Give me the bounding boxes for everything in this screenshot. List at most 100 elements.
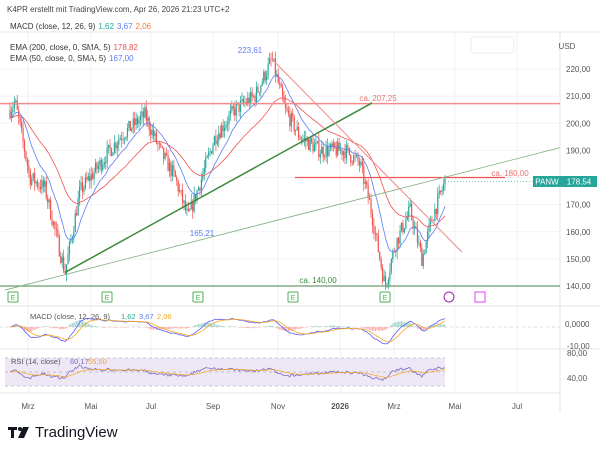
legend-value: 178,82 <box>113 43 138 52</box>
candle <box>274 58 276 76</box>
candle <box>241 98 243 101</box>
candle <box>141 111 143 117</box>
macd-histogram-bar <box>95 325 97 327</box>
candle <box>183 200 185 203</box>
candle <box>196 190 198 201</box>
earnings-icon-glyph: E <box>196 295 201 302</box>
trend-line <box>4 147 561 291</box>
macd-histogram-bar <box>267 326 269 327</box>
candle <box>138 120 140 125</box>
candle <box>367 184 369 199</box>
candle <box>406 216 408 220</box>
candle <box>344 151 346 159</box>
candle <box>408 206 410 217</box>
time-tick: Mai <box>85 402 98 411</box>
macd-histogram-bar <box>286 327 288 332</box>
candle <box>341 149 343 156</box>
candle <box>215 136 217 144</box>
candle <box>210 151 213 154</box>
macd-histogram-bar <box>215 324 217 327</box>
earnings-icon <box>7 291 19 303</box>
macd-histogram-bar <box>222 326 224 327</box>
candle <box>440 190 442 192</box>
candle <box>387 279 390 284</box>
macd-histogram-bar <box>296 327 298 329</box>
macd-histogram-bar <box>299 327 301 329</box>
price-tick: 220,00 <box>566 65 591 74</box>
candle <box>134 118 136 126</box>
candle <box>268 58 271 64</box>
macd-histogram-bar <box>32 327 34 331</box>
ema50-legend[interactable]: EMA (50, close, 0, SMA, 5) 167,00 <box>10 54 134 63</box>
macd-histogram-bar <box>314 326 315 327</box>
macd-histogram-bar <box>174 327 176 329</box>
candle <box>42 180 44 187</box>
candle <box>360 161 362 165</box>
candle <box>71 237 73 240</box>
macd-histogram-bar <box>253 327 255 328</box>
candle <box>116 144 118 149</box>
candle <box>334 142 336 148</box>
macd-histogram-bar <box>402 321 404 327</box>
candle <box>332 142 334 148</box>
currency-box[interactable] <box>470 36 515 54</box>
macd-histogram-bar <box>124 327 126 328</box>
candle <box>216 141 218 144</box>
earnings-icon <box>101 291 113 303</box>
candle <box>139 116 142 121</box>
candle <box>348 147 350 155</box>
macd-histogram-bar <box>328 325 330 327</box>
macd-histogram-bar <box>396 321 398 327</box>
candle <box>221 125 223 138</box>
macd-histogram-bar <box>92 325 94 327</box>
macd-histogram-bar <box>428 326 430 327</box>
candle <box>125 136 127 140</box>
candle <box>322 146 324 157</box>
macd-histogram-bar <box>432 324 434 327</box>
ema200-legend[interactable]: EMA (200, close, 0, SMA, 5) 178,82 <box>10 43 138 52</box>
macd-histogram-bar <box>57 327 59 329</box>
macd-histogram-bar <box>116 327 118 328</box>
macd-histogram-bar <box>64 327 66 329</box>
candle <box>231 106 233 111</box>
macd-histogram-bar <box>380 327 382 331</box>
candle <box>144 107 146 118</box>
macd-histogram-bar <box>280 327 282 330</box>
symbol-tag <box>533 176 561 187</box>
macd-histogram-bar <box>440 323 442 327</box>
candle <box>353 155 355 164</box>
candle <box>212 145 214 154</box>
candle <box>263 71 265 82</box>
candle <box>157 143 159 144</box>
candle <box>16 100 18 110</box>
price-tick: 160,00 <box>566 228 591 237</box>
candle <box>316 141 318 143</box>
macd-histogram-bar <box>150 327 152 330</box>
candle <box>48 199 50 203</box>
macd-histogram-bar <box>96 326 98 327</box>
candle <box>282 87 284 97</box>
macd-histogram-bar <box>431 324 433 327</box>
candle <box>54 221 56 229</box>
time-tick: Nov <box>271 402 285 411</box>
candle <box>438 190 440 195</box>
candle <box>68 241 71 254</box>
macd-histogram-bar <box>277 327 279 330</box>
candle <box>23 141 26 152</box>
macd-legend-top[interactable]: MACD (close, 12, 26, 9) 1,62 3,67 2,06 <box>10 22 151 31</box>
macd-histogram-bar <box>443 324 445 327</box>
earnings-icon-glyph: E <box>11 295 16 302</box>
tradingview-logo[interactable]: TradingView <box>8 424 118 441</box>
macd-histogram-bar <box>422 327 424 331</box>
candle <box>434 208 436 222</box>
candle <box>319 154 321 158</box>
candle <box>152 129 155 137</box>
rsi-pane-legend: RSI (14, close) <box>11 357 61 366</box>
macd-histogram-bar <box>441 324 443 327</box>
candle <box>219 133 221 138</box>
candle <box>383 276 385 282</box>
candle <box>47 197 49 203</box>
macd-histogram-bar <box>390 324 392 327</box>
macd-histogram-bar <box>298 327 300 329</box>
